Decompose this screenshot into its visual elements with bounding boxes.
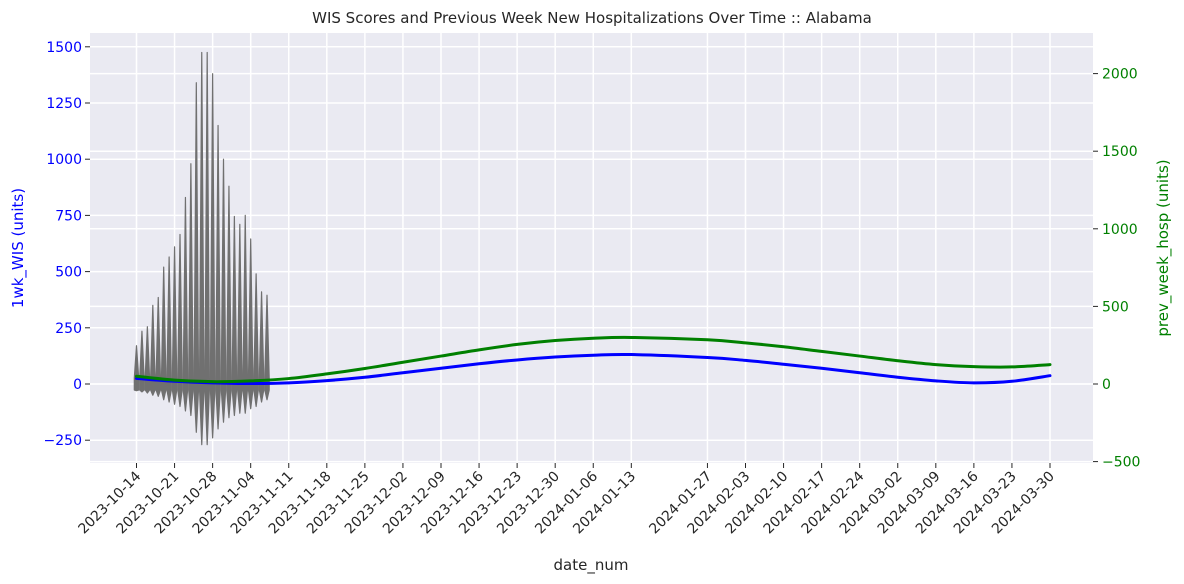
right-y-tick-label: 500 (1102, 299, 1129, 315)
left-y-tick-label: 0 (73, 377, 82, 393)
right-y-tick-label: 1000 (1102, 222, 1138, 238)
right-y-tick-label: 2000 (1102, 67, 1138, 83)
violin (231, 215, 238, 417)
violin (258, 291, 265, 403)
violin (220, 158, 227, 423)
right-y-tick-label: 0 (1102, 377, 1111, 393)
left-y-tick-label: 250 (55, 321, 82, 337)
left-y-tick-label: 1250 (46, 96, 82, 112)
left-y-tick-label: 1500 (46, 40, 82, 56)
left-y-axis-label: 1wk_WIS (units) (9, 188, 28, 308)
violin (226, 185, 232, 419)
left-y-tick-labels: −250 0 250 500 750 1000 1250 1500 (44, 40, 82, 449)
violin (247, 238, 254, 410)
left-y-tick-label: 500 (55, 265, 82, 281)
right-y-axis-label: prev_week_hosp (units) (1154, 159, 1173, 336)
right-y-tick-labels: −500 0 500 1000 1500 2000 (1102, 67, 1140, 471)
line-series-group (135, 335, 1052, 386)
right-y-tick-label: −500 (1102, 455, 1140, 471)
left-y-tick-label: 1000 (46, 152, 82, 168)
left-y-tick-label: −250 (44, 433, 82, 449)
violin (237, 223, 243, 414)
x-tick-labels: 2023-10-142023-10-212023-10-282023-11-04… (75, 468, 1057, 537)
violin (204, 51, 210, 446)
violin (177, 233, 183, 408)
hosp-line (135, 335, 1052, 384)
violin (198, 51, 205, 446)
violin (188, 163, 194, 417)
violin (209, 73, 216, 439)
violin (215, 124, 221, 430)
violin (193, 82, 200, 433)
x-axis-label: date_num (554, 556, 629, 575)
right-y-tick-label: 1500 (1102, 144, 1138, 160)
chart-title: WIS Scores and Previous Week New Hospita… (312, 9, 872, 27)
violin (171, 246, 178, 405)
violin (264, 294, 270, 401)
violin (182, 196, 189, 412)
wis-line (135, 352, 1052, 386)
violin (253, 273, 259, 408)
violin (242, 214, 249, 414)
left-y-tick-label: 750 (55, 208, 82, 224)
